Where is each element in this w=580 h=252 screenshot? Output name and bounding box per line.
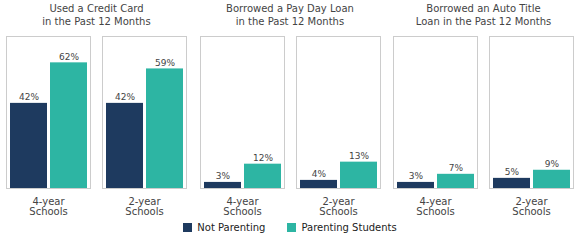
svg-text:4-yearSchools: 4-yearSchools — [29, 196, 67, 217]
svg-text:62%: 62% — [59, 52, 79, 62]
html-text:Parenting Students: Parenting Students — [301, 222, 397, 233]
html-text:Not Parenting: Not Parenting — [197, 222, 266, 233]
svg-text:9%: 9% — [545, 159, 560, 169]
html-text:Used a Credit Card in the Past: Used a Credit Card in the Past 12 Months — [42, 3, 151, 27]
html-text:Borrowed a Pay Day Loan in the: Borrowed a Pay Day Loan in the Past 12 M… — [226, 3, 354, 27]
svg-text:5%: 5% — [505, 167, 520, 177]
svg-text:3%: 3% — [409, 171, 424, 181]
svg-text:42%: 42% — [115, 92, 135, 102]
svg-text:2-yearSchools: 2-yearSchools — [125, 196, 163, 217]
svg-text:42%: 42% — [19, 92, 39, 102]
svg-text:2-yearSchools: 2-yearSchools — [512, 196, 550, 217]
svg-text:3%: 3% — [215, 171, 230, 181]
svg-text:2-yearSchools: 2-yearSchools — [319, 196, 357, 217]
svg-text:59%: 59% — [155, 58, 175, 68]
svg-text:13%: 13% — [348, 151, 368, 161]
svg-text:4-yearSchools: 4-yearSchools — [223, 196, 261, 217]
html-text:Borrowed an Auto Title Loan in: Borrowed an Auto Title Loan in the Past … — [415, 3, 552, 27]
svg-text:12%: 12% — [252, 153, 272, 163]
svg-text:4%: 4% — [311, 169, 326, 179]
svg-text:7%: 7% — [449, 163, 464, 173]
svg-text:4-yearSchools: 4-yearSchools — [416, 196, 454, 217]
